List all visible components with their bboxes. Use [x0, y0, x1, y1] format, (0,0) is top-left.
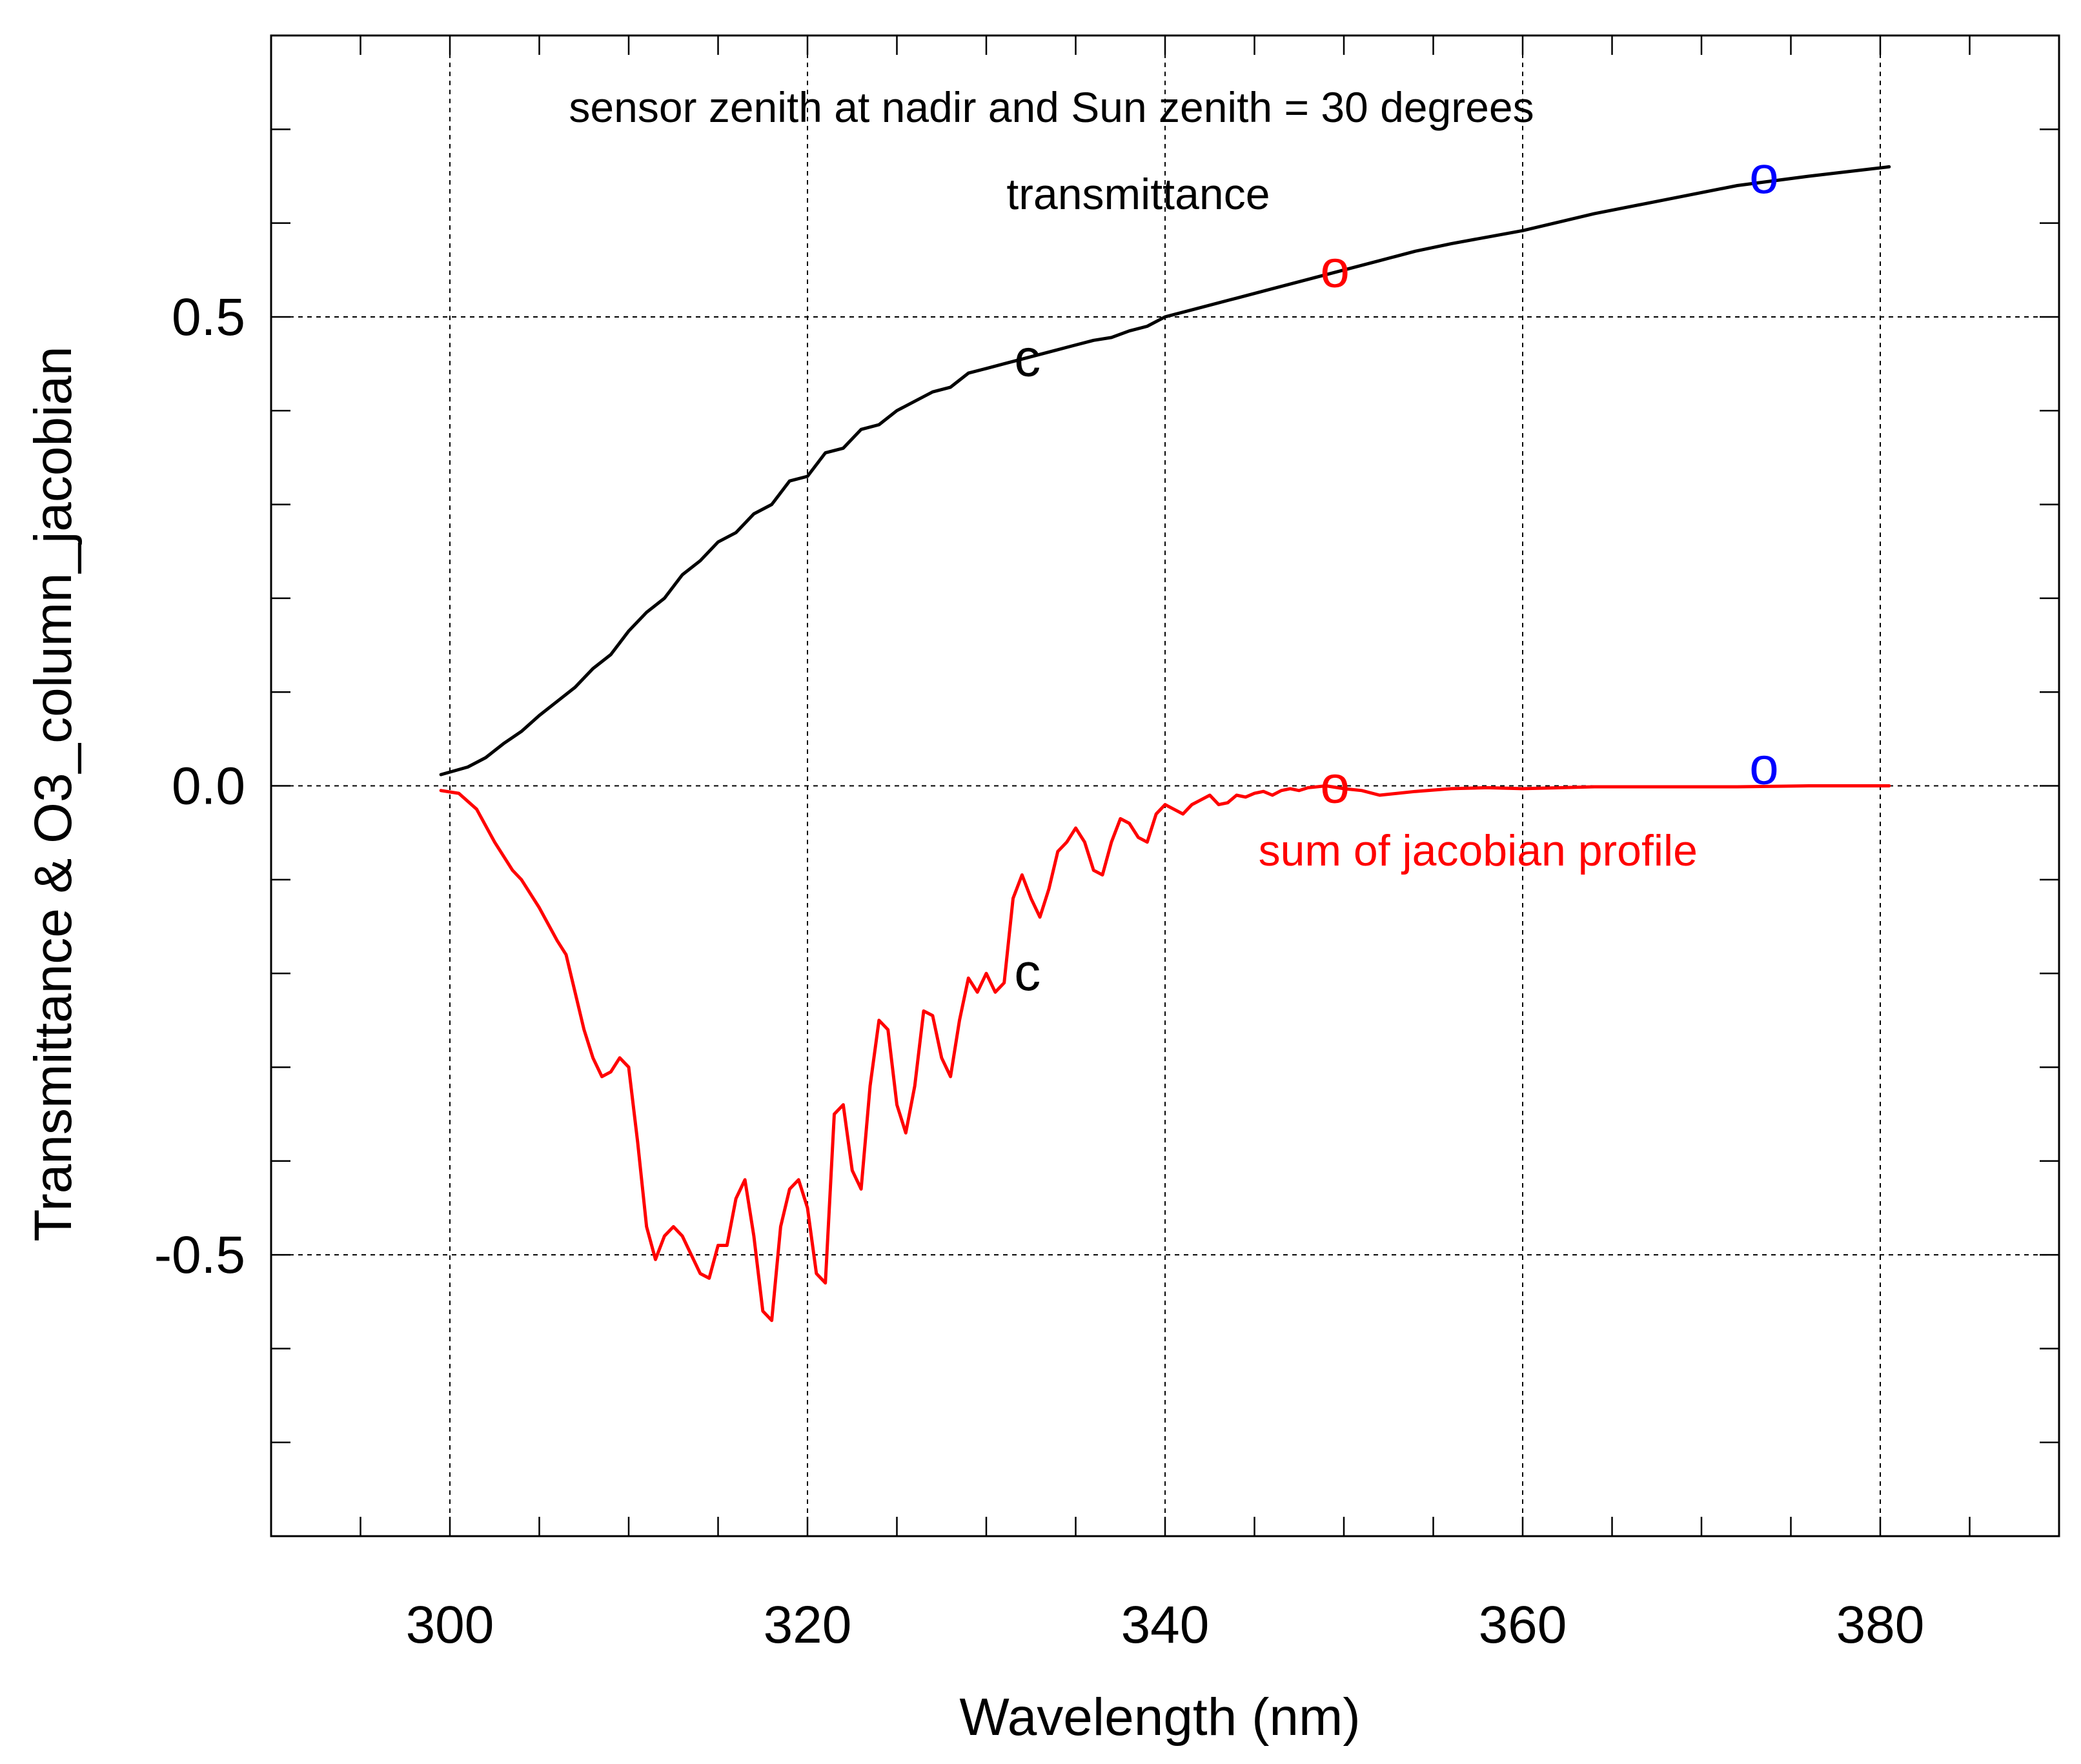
marker-label: o	[1749, 146, 1779, 205]
marker-label: o	[1749, 736, 1779, 795]
plot-frame	[270, 34, 2060, 1537]
jacobian-line	[439, 784, 1891, 1323]
x-tick-label: 320	[764, 1596, 852, 1654]
y-tick-label: 0.5	[172, 288, 245, 347]
x-tick-label: 340	[1121, 1596, 1210, 1654]
x-axis-label: Wavelength (nm)	[959, 1688, 1360, 1747]
chart-title: sensor zenith at nadir and Sun zenith = …	[569, 83, 1534, 131]
y-tick-labels: -0.5 0.0 0.5	[154, 288, 245, 1284]
transmittance-line	[439, 165, 1891, 776]
y-tick-label: -0.5	[154, 1226, 245, 1284]
x-tick-label: 360	[1479, 1596, 1567, 1654]
y-axis-label: Transmittance & O3_column_jacobian	[24, 346, 83, 1241]
series-lines	[439, 165, 1891, 1323]
series-label: sum of jacobian profile	[1259, 826, 1698, 875]
grid-lines	[271, 35, 2059, 1536]
annotations: transmittance sum of jacobian profile c c o o…	[1006, 146, 1778, 1002]
marker-label: o	[1320, 239, 1350, 298]
marker-label: o	[1320, 756, 1350, 815]
x-tick-label: 300	[406, 1596, 494, 1654]
marker-label: c	[1014, 943, 1040, 1002]
y-tick-label: 0.0	[172, 757, 245, 816]
x-tick-label: 380	[1836, 1596, 1925, 1654]
x-tick-labels: 300 320 340 360 380	[406, 1596, 1925, 1654]
axis-ticks	[271, 35, 2059, 1536]
marker-label: c	[1014, 329, 1040, 387]
series-label: transmittance	[1006, 170, 1270, 219]
